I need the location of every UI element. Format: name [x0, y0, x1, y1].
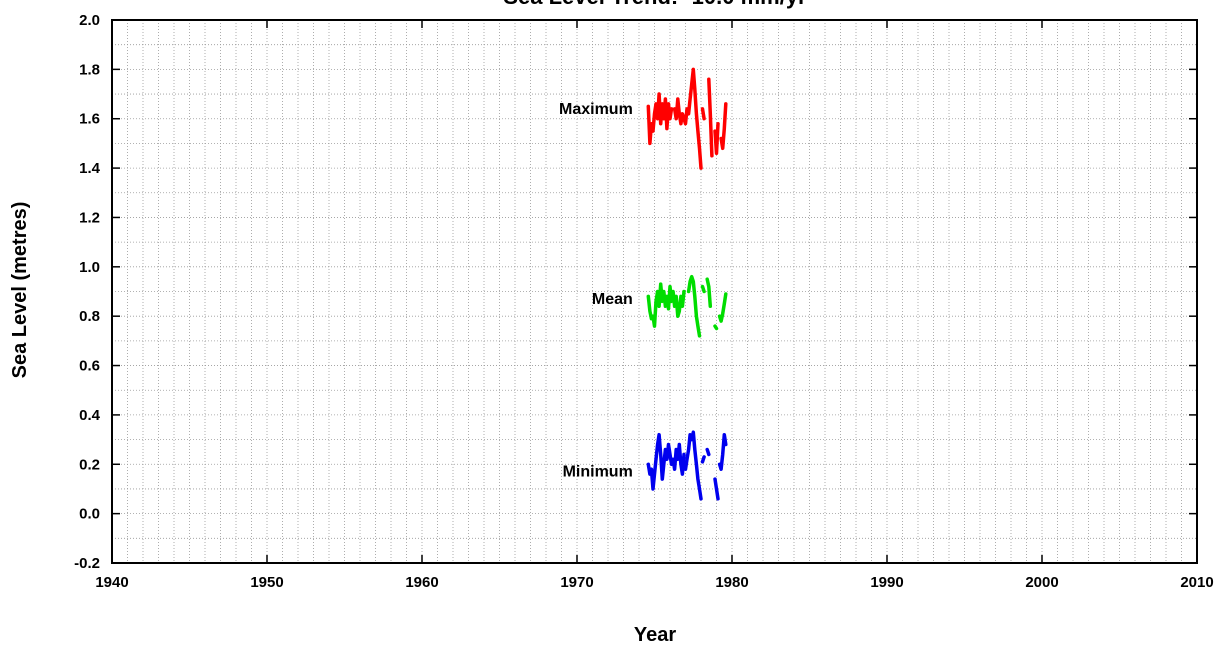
y-tick-label: 1.2 — [79, 209, 100, 226]
x-tick-label: 2000 — [1025, 574, 1058, 591]
y-axis-title: Sea Level (metres) — [9, 202, 31, 379]
y-tick-label: 1.6 — [79, 111, 100, 128]
series-annotations: Maximum Mean Minimum — [559, 101, 633, 481]
ticks — [111, 19, 1198, 564]
y-tick-label: 1.0 — [79, 259, 100, 276]
series-layer — [646, 67, 728, 501]
series-maximum — [646, 67, 728, 170]
series-line-mean — [713, 324, 719, 331]
series-line-minimum — [705, 447, 711, 457]
y-tick-label: 0.6 — [79, 358, 100, 375]
x-tick-label: 1960 — [405, 574, 438, 591]
series-line-mean — [646, 282, 686, 328]
series-minimum — [646, 430, 728, 501]
series-label-mean: Mean — [592, 291, 633, 308]
series-line-maximum — [700, 107, 706, 121]
x-tick-label: 1940 — [95, 574, 128, 591]
series-line-maximum — [672, 67, 703, 170]
y-tick-label: 0.0 — [79, 506, 100, 523]
x-tick-label: 2010 — [1180, 574, 1213, 591]
series-line-mean — [700, 284, 706, 294]
y-tick-label: 2.0 — [79, 12, 100, 29]
x-tick-label: 1970 — [560, 574, 593, 591]
chart-title: Sea Level Trend: -10.0 mm/yr — [503, 0, 807, 9]
series-line-maximum — [707, 77, 714, 158]
series-line-maximum — [646, 92, 674, 146]
series-line-minimum — [700, 455, 706, 464]
series-line-minimum — [646, 432, 686, 491]
y-tick-label: 1.4 — [79, 160, 101, 177]
x-tick-label: 1980 — [715, 574, 748, 591]
x-axis-title: Year — [634, 624, 676, 646]
series-line-minimum — [683, 430, 703, 501]
series-label-maximum: Maximum — [559, 101, 633, 118]
series-line-maximum — [713, 121, 720, 156]
series-line-mean — [717, 292, 728, 323]
x-tick-label: 1950 — [250, 574, 283, 591]
x-tick-label: 1990 — [870, 574, 903, 591]
series-line-mean — [705, 277, 713, 309]
y-tick-label: 0.2 — [79, 456, 100, 473]
tick-labels: 1940 1950 1960 1970 1980 1990 2000 2010 -0.2 0.0 0… — [74, 12, 1214, 591]
y-tick-label: -0.2 — [74, 555, 100, 572]
y-tick-label: 0.4 — [79, 407, 101, 424]
series-line-maximum — [719, 102, 728, 151]
series-mean — [646, 274, 728, 338]
y-tick-label: 0.8 — [79, 308, 100, 325]
y-tick-label: 1.8 — [79, 61, 100, 78]
series-line-minimum — [717, 432, 728, 471]
series-label-minimum: Minimum — [563, 464, 633, 481]
series-line-mean — [686, 274, 702, 338]
series-line-minimum — [713, 477, 720, 501]
plot-frame — [111, 19, 1198, 564]
